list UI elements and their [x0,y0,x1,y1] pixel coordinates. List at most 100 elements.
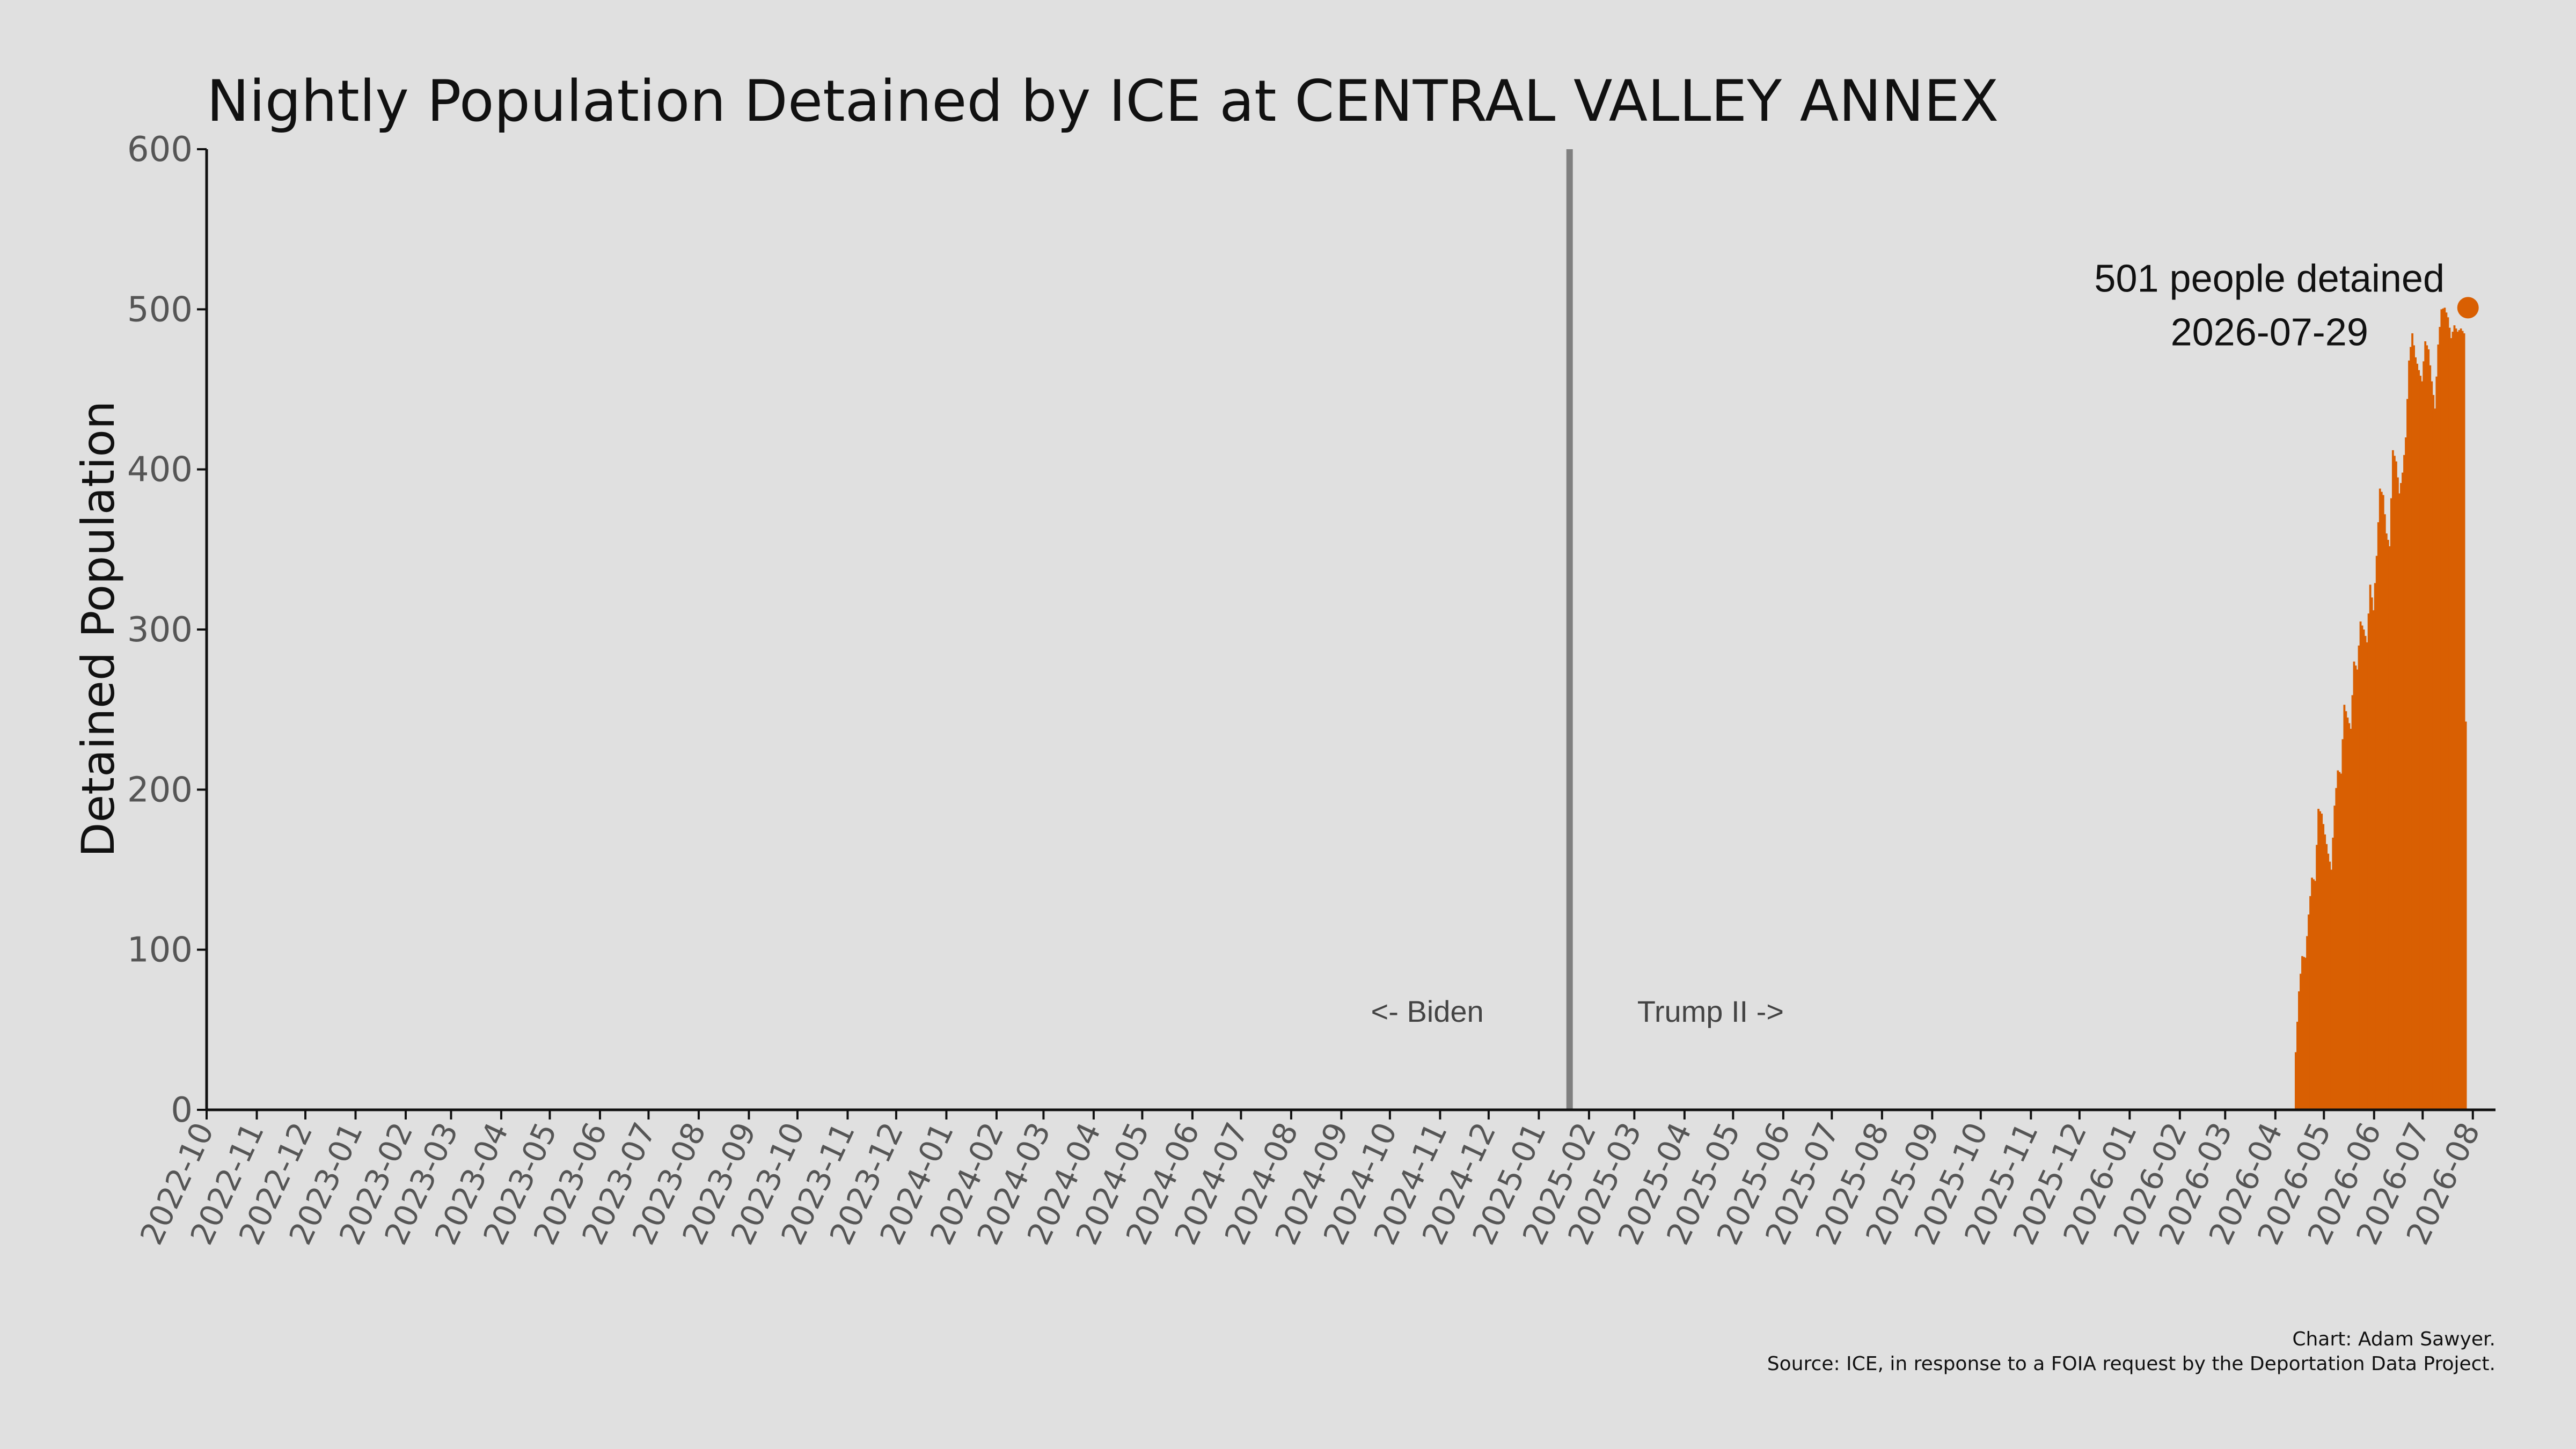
daily-bar [2426,345,2428,1110]
daily-bar [2460,328,2462,1110]
daily-bar [2416,363,2419,1110]
daily-bar [2393,456,2396,1110]
daily-bar [2458,330,2461,1110]
daily-bar [2372,610,2375,1110]
daily-bar [2402,472,2404,1110]
credit-source: Source: ICE, in response to a FOIA reque… [1767,1353,2496,1375]
daily-bar [2308,914,2310,1110]
daily-bar [2447,317,2449,1110]
daily-bar [2439,327,2441,1110]
daily-bar [2356,669,2359,1110]
daily-bar [2341,739,2344,1110]
daily-bar [2298,991,2300,1110]
daily-bar [2354,665,2357,1110]
daily-bar [2461,331,2464,1110]
daily-bar [2351,695,2354,1110]
daily-bar [2408,360,2410,1110]
daily-bar [2367,613,2370,1110]
daily-bar [2385,533,2388,1110]
daily-bar [2335,788,2338,1110]
daily-bar [2317,809,2320,1110]
daily-bar [2423,361,2425,1110]
daily-bar [2431,381,2433,1110]
plot-area: <- Biden Trump II -> 501 people detained… [1371,149,2479,1110]
daily-bar [2377,522,2380,1110]
y-ticks: 0 100 200 300 400 500 600 [127,130,207,1130]
daily-bar [2294,1052,2297,1110]
y-tick-label: 0 [171,1091,193,1130]
y-axis-label: Detained Population [72,401,125,857]
daily-bar [2398,493,2401,1110]
daily-bar [2464,721,2467,1110]
y-tick-label: 600 [127,130,193,170]
daily-bar [2345,711,2347,1110]
daily-bar [2405,437,2407,1110]
daily-bar [2463,333,2465,1110]
daily-bar [2322,824,2325,1110]
x-ticks: 2022-102022-112022-122023-012023-022023-… [133,1110,2487,1250]
daily-bar [2395,461,2397,1110]
daily-bar [2419,376,2422,1110]
daily-bar [2387,539,2389,1110]
daily-bar [2348,723,2351,1110]
daily-bar [2414,357,2417,1110]
daily-bar [2353,661,2355,1110]
daily-bar [2362,630,2365,1110]
daily-bar [2391,450,2394,1110]
chart-title: Nightly Population Detained by ICE at CE… [207,68,1999,134]
daily-bar [2366,642,2368,1110]
daily-bar [2350,728,2352,1110]
daily-bar [2314,881,2316,1110]
peak-marker [2457,297,2479,319]
daily-bar [2375,555,2378,1110]
daily-bar [2358,645,2360,1110]
daily-bar [2337,770,2339,1110]
daily-bar [2421,381,2424,1110]
daily-bar [2400,483,2402,1110]
data-series [2294,308,2467,1110]
daily-bar [2442,308,2445,1110]
daily-bar [2429,365,2432,1110]
daily-bar [2450,338,2453,1110]
daily-bar [2410,347,2412,1110]
era-label-before: <- Biden [1371,994,1484,1028]
daily-bar [2374,583,2376,1110]
daily-bar [2427,349,2430,1110]
daily-bar [2306,936,2308,1110]
y-tick-label: 300 [127,610,193,650]
daily-bar [2359,621,2362,1110]
daily-bar [2440,309,2443,1110]
peak-annotation: 501 people detained [2094,257,2445,300]
daily-bar [2434,408,2436,1110]
daily-bar [2319,811,2322,1110]
y-tick-label: 500 [127,290,193,330]
daily-bar [2403,455,2405,1110]
daily-bar [2397,477,2399,1110]
daily-bar [2379,488,2381,1110]
y-tick-label: 200 [127,770,193,810]
credit-author: Chart: Adam Sawyer. [2292,1328,2496,1350]
daily-bar [2435,376,2438,1110]
daily-bar [2296,1021,2299,1110]
daily-bar [2300,974,2302,1110]
daily-bar [2364,635,2367,1110]
daily-bar [2327,853,2330,1110]
daily-bar [2304,957,2307,1110]
daily-bar [2432,394,2435,1110]
peak-date-annotation: 2026-07-29 [2171,311,2368,354]
daily-bar [2330,869,2333,1110]
daily-bar [2312,879,2315,1110]
daily-bar [2443,308,2446,1110]
daily-bar [2303,957,2305,1110]
daily-bar [2343,705,2346,1110]
daily-bar [2311,877,2313,1110]
daily-bar [2325,844,2328,1110]
daily-bar [2451,332,2454,1110]
daily-bar [2332,837,2334,1110]
daily-bar [2329,861,2331,1110]
daily-bar [2411,333,2413,1110]
daily-bar [2361,625,2363,1110]
daily-bar [2338,772,2341,1110]
daily-bar [2455,328,2457,1110]
